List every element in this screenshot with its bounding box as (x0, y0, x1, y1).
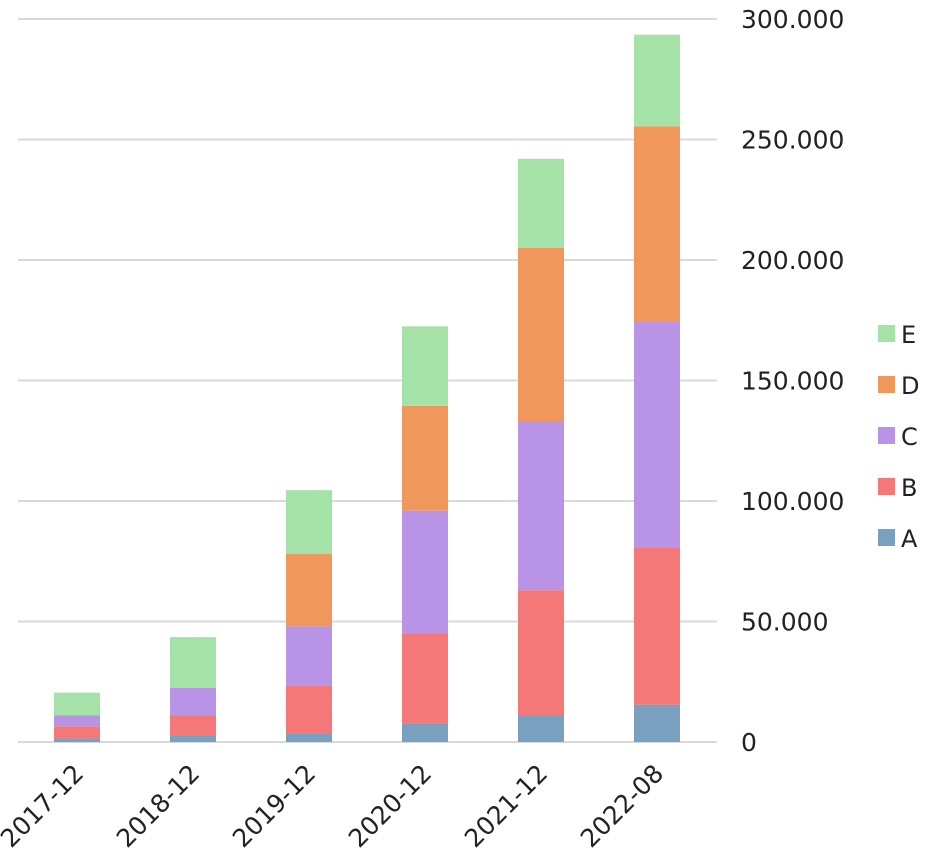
bar-segment-B-2019-12 (286, 685, 332, 734)
bar-segment-A-2022-08 (634, 704, 680, 742)
y-axis-tick-labels: 0 50.000 100.000 150.000 200.000 250.000 300.0… (741, 5, 844, 757)
x-axis-tick-labels: 2017-12 2018-12 2019-12 2020-12 2021-12 2022-… (0, 759, 669, 853)
bar-segment-E-2017-12 (54, 692, 100, 716)
bar-segment-A-2021-12 (518, 715, 564, 742)
y-tick-label: 150.000 (741, 367, 844, 396)
bar-segment-A-2018-12 (170, 735, 216, 742)
bar-segment-D-2021-12 (518, 247, 564, 422)
bar-segment-D-2020-12 (402, 405, 448, 511)
x-tick-label: 2018-12 (111, 759, 205, 853)
legend-label-A: A (901, 525, 918, 553)
bar-segment-B-2020-12 (402, 633, 448, 724)
x-tick-label: 2019-12 (227, 759, 321, 853)
bar-segment-C-2020-12 (402, 510, 448, 634)
bar-segment-C-2017-12 (54, 715, 100, 727)
bar-segment-B-2018-12 (170, 715, 216, 736)
x-tick-label: 2022-08 (575, 759, 669, 853)
legend-swatch-A (878, 529, 895, 546)
bar-segment-D-2019-12 (286, 554, 332, 627)
y-tick-label: 300.000 (741, 5, 844, 34)
bar-segment-C-2018-12 (170, 687, 216, 716)
bar-segment-C-2021-12 (518, 421, 564, 591)
legend-label-C: C (901, 423, 918, 451)
bar-segment-C-2019-12 (286, 626, 332, 686)
y-tick-label: 250.000 (741, 126, 844, 155)
bar-segment-B-2022-08 (634, 547, 680, 705)
bar-segment-E-2020-12 (402, 326, 448, 406)
x-tick-label: 2021-12 (459, 759, 553, 853)
bar-segment-A-2020-12 (402, 723, 448, 742)
bars (54, 34, 680, 742)
legend-label-B: B (901, 474, 917, 502)
bar-segment-E-2022-08 (634, 34, 680, 127)
bar-segment-A-2017-12 (54, 738, 100, 742)
y-tick-label: 200.000 (741, 246, 844, 275)
legend-swatch-E (878, 325, 895, 342)
legend-label-E: E (901, 321, 916, 349)
legend-label-D: D (901, 372, 919, 400)
y-tick-label: 50.000 (741, 608, 828, 637)
bar-segment-C-2022-08 (634, 321, 680, 548)
x-tick-label: 2017-12 (0, 759, 89, 853)
legend-swatch-B (878, 478, 895, 495)
y-tick-label: 0 (741, 728, 757, 757)
bar-segment-A-2019-12 (286, 733, 332, 742)
legend-swatch-D (878, 376, 895, 393)
x-tick-label: 2020-12 (343, 759, 437, 853)
bar-segment-B-2017-12 (54, 726, 100, 739)
y-tick-label: 100.000 (741, 487, 844, 516)
bar-segment-E-2018-12 (170, 637, 216, 688)
gridlines (18, 18, 717, 743)
bar-segment-E-2021-12 (518, 158, 564, 248)
bar-segment-B-2021-12 (518, 590, 564, 716)
legend-swatch-C (878, 427, 895, 444)
bar-segment-D-2022-08 (634, 126, 680, 322)
bar-segment-E-2019-12 (286, 490, 332, 555)
